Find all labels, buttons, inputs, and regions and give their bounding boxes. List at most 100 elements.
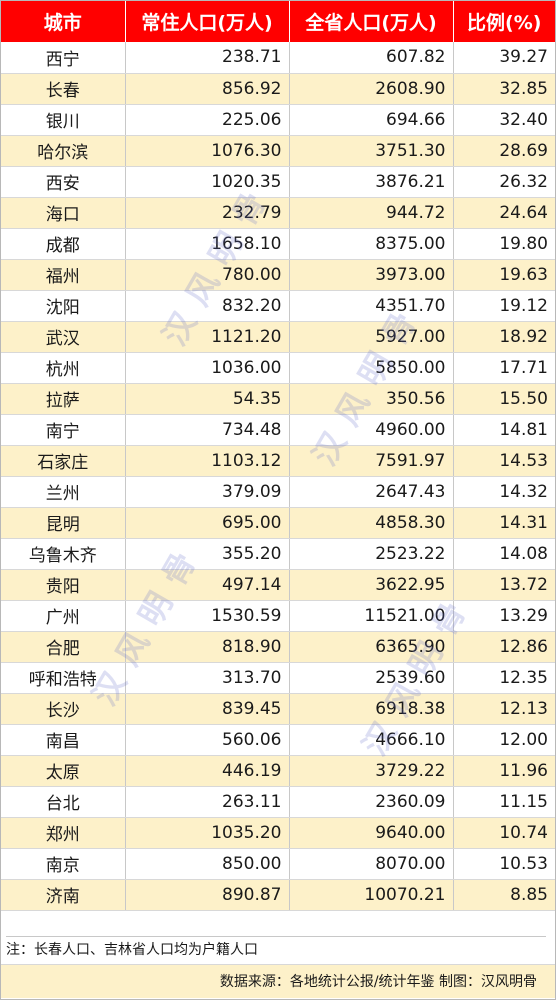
city-cell: 海口: [1, 197, 126, 229]
ratio-cell: 10.53: [453, 848, 555, 880]
city-cell: 南昌: [1, 724, 126, 756]
city-cell: 西安: [1, 166, 126, 198]
province-cell: 9640.00: [289, 817, 454, 849]
ratio-cell: 13.29: [453, 600, 555, 632]
province-cell: 4960.00: [289, 414, 454, 446]
table-row: 海口 232.79 944.72 24.64: [1, 197, 555, 229]
city-cell: 乌鲁木齐: [1, 538, 126, 570]
province-cell: 4351.70: [289, 290, 454, 322]
province-cell: 944.72: [289, 197, 454, 229]
resident-cell: 839.45: [125, 693, 290, 725]
resident-cell: 313.70: [125, 662, 290, 694]
city-cell: 长沙: [1, 693, 126, 725]
table-row: 南宁 734.48 4960.00 14.81: [1, 414, 555, 446]
city-cell: 郑州: [1, 817, 126, 849]
footnote: 注：长春人口、吉林省人口均为户籍人口: [6, 936, 546, 963]
province-cell: 2608.90: [289, 73, 454, 105]
header-province: 全省人口(万人): [289, 1, 454, 42]
ratio-cell: 14.08: [453, 538, 555, 570]
data-source: 数据来源：各地统计公报/统计年鉴 制图：汉风明骨: [1, 964, 555, 998]
city-cell: 石家庄: [1, 445, 126, 477]
resident-cell: 734.48: [125, 414, 290, 446]
ratio-cell: 19.12: [453, 290, 555, 322]
resident-cell: 780.00: [125, 259, 290, 291]
resident-cell: 238.71: [125, 42, 290, 74]
city-cell: 南京: [1, 848, 126, 880]
ratio-cell: 11.96: [453, 755, 555, 787]
ratio-cell: 28.69: [453, 135, 555, 167]
province-cell: 350.56: [289, 383, 454, 415]
table-row: 沈阳 832.20 4351.70 19.12: [1, 290, 555, 322]
table-row: 武汉 1121.20 5927.00 18.92: [1, 321, 555, 353]
resident-cell: 263.11: [125, 786, 290, 818]
province-cell: 3729.22: [289, 755, 454, 787]
ratio-cell: 32.40: [453, 104, 555, 136]
table-row: 福州 780.00 3973.00 19.63: [1, 259, 555, 291]
province-cell: 3751.30: [289, 135, 454, 167]
ratio-cell: 14.81: [453, 414, 555, 446]
header-ratio: 比例(%): [453, 1, 555, 42]
province-cell: 5927.00: [289, 321, 454, 353]
province-cell: 7591.97: [289, 445, 454, 477]
city-cell: 银川: [1, 104, 126, 136]
province-cell: 2360.09: [289, 786, 454, 818]
table-row: 郑州 1035.20 9640.00 10.74: [1, 817, 555, 849]
province-cell: 8375.00: [289, 228, 454, 260]
population-table: 城市 常住人口(万人) 全省人口(万人) 比例(%) 西宁 238.71 607.8…: [1, 1, 555, 911]
city-cell: 沈阳: [1, 290, 126, 322]
resident-cell: 1036.00: [125, 352, 290, 384]
province-cell: 2539.60: [289, 662, 454, 694]
header-city: 城市: [1, 1, 126, 42]
ratio-cell: 12.35: [453, 662, 555, 694]
table-row: 南昌 560.06 4666.10 12.00: [1, 724, 555, 756]
table-row: 济南 890.87 10070.21 8.85: [1, 879, 555, 911]
city-cell: 南宁: [1, 414, 126, 446]
ratio-cell: 26.32: [453, 166, 555, 198]
resident-cell: 695.00: [125, 507, 290, 539]
resident-cell: 497.14: [125, 569, 290, 601]
resident-cell: 355.20: [125, 538, 290, 570]
province-cell: 3876.21: [289, 166, 454, 198]
ratio-cell: 10.74: [453, 817, 555, 849]
province-cell: 3622.95: [289, 569, 454, 601]
table-row: 兰州 379.09 2647.43 14.32: [1, 476, 555, 508]
resident-cell: 1121.20: [125, 321, 290, 353]
ratio-cell: 17.71: [453, 352, 555, 384]
table-row: 乌鲁木齐 355.20 2523.22 14.08: [1, 538, 555, 570]
city-cell: 太原: [1, 755, 126, 787]
ratio-cell: 8.85: [453, 879, 555, 911]
table-row: 呼和浩特 313.70 2539.60 12.35: [1, 662, 555, 694]
resident-cell: 446.19: [125, 755, 290, 787]
province-cell: 2647.43: [289, 476, 454, 508]
resident-cell: 1530.59: [125, 600, 290, 632]
city-cell: 贵阳: [1, 569, 126, 601]
table-row: 贵阳 497.14 3622.95 13.72: [1, 569, 555, 601]
resident-cell: 818.90: [125, 631, 290, 663]
header-row: 城市 常住人口(万人) 全省人口(万人) 比例(%): [1, 1, 555, 42]
province-cell: 6365.90: [289, 631, 454, 663]
table-row: 石家庄 1103.12 7591.97 14.53: [1, 445, 555, 477]
province-cell: 694.66: [289, 104, 454, 136]
ratio-cell: 14.53: [453, 445, 555, 477]
resident-cell: 890.87: [125, 879, 290, 911]
table-row: 西宁 238.71 607.82 39.27: [1, 42, 555, 74]
city-cell: 杭州: [1, 352, 126, 384]
table-row: 西安 1020.35 3876.21 26.32: [1, 166, 555, 198]
table-body: 西宁 238.71 607.82 39.27 长春 856.92 2608.90 32.85 银…: [1, 42, 555, 911]
table-row: 长沙 839.45 6918.38 12.13: [1, 693, 555, 725]
table-row: 拉萨 54.35 350.56 15.50: [1, 383, 555, 415]
resident-cell: 856.92: [125, 73, 290, 105]
resident-cell: 225.06: [125, 104, 290, 136]
city-cell: 长春: [1, 73, 126, 105]
table-row: 成都 1658.10 8375.00 19.80: [1, 228, 555, 260]
resident-cell: 1035.20: [125, 817, 290, 849]
table-row: 合肥 818.90 6365.90 12.86: [1, 631, 555, 663]
resident-cell: 1658.10: [125, 228, 290, 260]
city-cell: 合肥: [1, 631, 126, 663]
province-cell: 8070.00: [289, 848, 454, 880]
ratio-cell: 12.86: [453, 631, 555, 663]
ratio-cell: 24.64: [453, 197, 555, 229]
city-cell: 兰州: [1, 476, 126, 508]
city-cell: 呼和浩特: [1, 662, 126, 694]
province-cell: 607.82: [289, 42, 454, 74]
